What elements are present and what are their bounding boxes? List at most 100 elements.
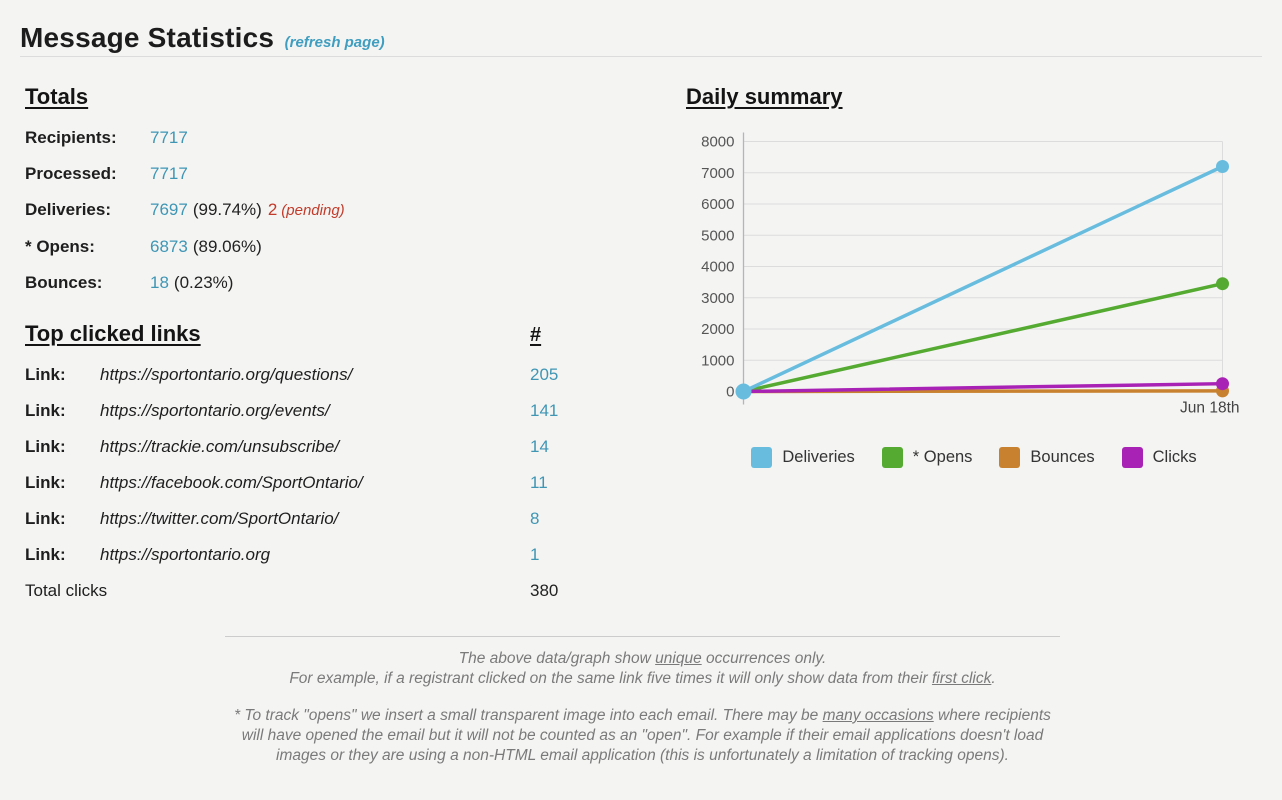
recipients-value: 7717 (150, 128, 188, 147)
total-clicks-row: Total clicks 380 (25, 579, 665, 602)
note-text-underlined: first click (931, 670, 992, 687)
link-row: Link: https://sportontario.org/questions… (25, 363, 665, 386)
link-label: Link: (25, 473, 66, 492)
link-count: 1 (530, 545, 540, 564)
link-url: https://sportontario.org/events/ (100, 401, 330, 420)
row-label: Bounces: (25, 273, 103, 292)
pending-count: 2 (267, 200, 278, 219)
series-opens (738, 277, 1229, 397)
link-label: Link: (25, 545, 66, 564)
chart-grid: 0 1000 2000 3000 4000 5000 6000 7000 8000 (701, 134, 1223, 401)
legend-swatch (881, 447, 903, 468)
chart-legend: Deliveries * Opens Bounces Clicks (686, 447, 1262, 468)
chart-column: Daily summary 0 1000 2000 3000 4000 5000 6000 7… (665, 57, 1262, 468)
x-axis-tick-label: Jun 18th (1180, 400, 1239, 417)
total-clicks-count: 380 (530, 581, 559, 600)
row-value-wrap: 6873 (89.06%) (150, 235, 665, 258)
totals-row-recipients: Recipients: 7717 (25, 126, 665, 149)
row-value-wrap: 18 (0.23%) (150, 271, 665, 294)
note-text: . (991, 670, 996, 687)
processed-value: 7717 (150, 164, 188, 183)
totals-row-opens: * Opens: 6873 (89.06%) (25, 235, 665, 258)
link-count: 11 (530, 473, 548, 492)
y-axis-tick-label: 0 (726, 384, 734, 401)
link-count: 205 (530, 365, 559, 384)
link-row: Link: https://facebook.com/SportOntario/… (25, 471, 665, 494)
y-axis-tick-label: 7000 (701, 165, 734, 182)
note-text-underlined: many occasions (822, 707, 934, 724)
y-axis-tick-label: 6000 (701, 196, 734, 213)
link-url: https://trackie.com/unsubscribe/ (100, 437, 340, 456)
row-label: * Opens: (25, 237, 95, 256)
legend-swatch (999, 447, 1021, 468)
unique-note: The above data/graph show unique occurre… (225, 649, 1060, 689)
legend-label: * Opens (912, 448, 973, 466)
total-clicks-label: Total clicks (25, 581, 108, 600)
note-text: For example, if a registrant clicked on … (289, 670, 932, 687)
link-url: https://facebook.com/SportOntario/ (100, 473, 363, 492)
data-point (735, 383, 752, 400)
row-value-wrap: 7717 (150, 162, 665, 185)
note-text: The above data/graph show (458, 650, 656, 667)
count-column-header: # (530, 324, 542, 346)
link-label: Link: (25, 509, 66, 528)
link-url: https://sportontario.org (100, 545, 271, 564)
link-label: Link: (25, 365, 66, 384)
y-axis-tick-label: 8000 (701, 134, 734, 151)
link-row: Link: https://sportontario.org/events/ 1… (25, 399, 665, 422)
link-url: https://sportontario.org/questions/ (100, 365, 353, 384)
daily-summary-heading: Daily summary (686, 84, 843, 109)
note-text: occurrences only. (701, 650, 827, 667)
link-row: Link: https://sportontario.org 1 (25, 543, 665, 566)
series-clicks (738, 377, 1229, 397)
link-label: Link: (25, 401, 66, 420)
totals-heading: Totals (25, 84, 89, 109)
deliveries-value: 7697 (150, 200, 188, 219)
opens-value: 6873 (150, 237, 188, 256)
top-links-header: Top clicked links # (25, 321, 665, 347)
line-chart: 0 1000 2000 3000 4000 5000 6000 7000 8000 Jun 18t… (701, 132, 1240, 417)
data-point (1216, 377, 1229, 391)
link-count: 14 (530, 437, 549, 456)
opens-tracking-note: * To track "opens" we insert a small tra… (225, 706, 1060, 766)
pending-note: (pending) (281, 202, 345, 219)
bounces-value: 18 (150, 273, 169, 292)
row-label: Deliveries: (25, 200, 111, 219)
top-links-heading: Top clicked links (25, 321, 201, 346)
refresh-page-link[interactable]: (refresh page) (284, 34, 385, 51)
legend-swatch (1121, 447, 1143, 468)
data-point (1216, 277, 1229, 291)
row-label: Recipients: (25, 128, 117, 147)
legend-label: Deliveries (782, 448, 855, 466)
note-text: where recipients will have opened the em… (241, 707, 1051, 764)
legend-label: Bounces (1030, 448, 1095, 466)
footnotes: The above data/graph show unique occurre… (225, 636, 1060, 766)
stats-column: Totals Recipients: 7717 Processed: 7717 … (20, 57, 665, 615)
link-row: Link: https://trackie.com/unsubscribe/ 1… (25, 435, 665, 458)
legend-item-deliveries: Deliveries (751, 447, 855, 468)
y-axis-tick-label: 1000 (701, 352, 734, 369)
daily-summary-chart: 0 1000 2000 3000 4000 5000 6000 7000 8000 Jun 18t… (686, 126, 1262, 468)
legend-item-bounces: Bounces (999, 447, 1095, 468)
y-axis-tick-label: 3000 (701, 290, 734, 307)
deliveries-pct: (99.74%) (192, 200, 262, 219)
note-text: * To track "opens" we insert a small tra… (234, 707, 823, 724)
totals-row-bounces: Bounces: 18 (0.23%) (25, 271, 665, 294)
link-url: https://twitter.com/SportOntario/ (100, 509, 339, 528)
legend-item-clicks: Clicks (1121, 447, 1197, 468)
link-label: Link: (25, 437, 66, 456)
note-text-underlined: unique (655, 650, 702, 667)
page-title: Message Statistics (20, 22, 275, 53)
y-axis-tick-label: 4000 (701, 259, 734, 276)
legend-item-opens: * Opens (881, 447, 973, 468)
data-point (1216, 160, 1229, 173)
opens-pct: (89.06%) (192, 237, 262, 256)
legend-label: Clicks (1152, 448, 1197, 466)
row-value-wrap: 7717 (150, 126, 665, 149)
totals-row-deliveries: Deliveries: 7697 (99.74%) 2 (pending) (25, 198, 665, 222)
row-value-wrap: 7697 (99.74%) 2 (pending) (150, 198, 665, 222)
y-axis-tick-label: 5000 (701, 227, 734, 244)
link-row: Link: https://twitter.com/SportOntario/ … (25, 507, 665, 530)
content-columns: Totals Recipients: 7717 Processed: 7717 … (20, 57, 1262, 615)
row-label: Processed: (25, 164, 117, 183)
